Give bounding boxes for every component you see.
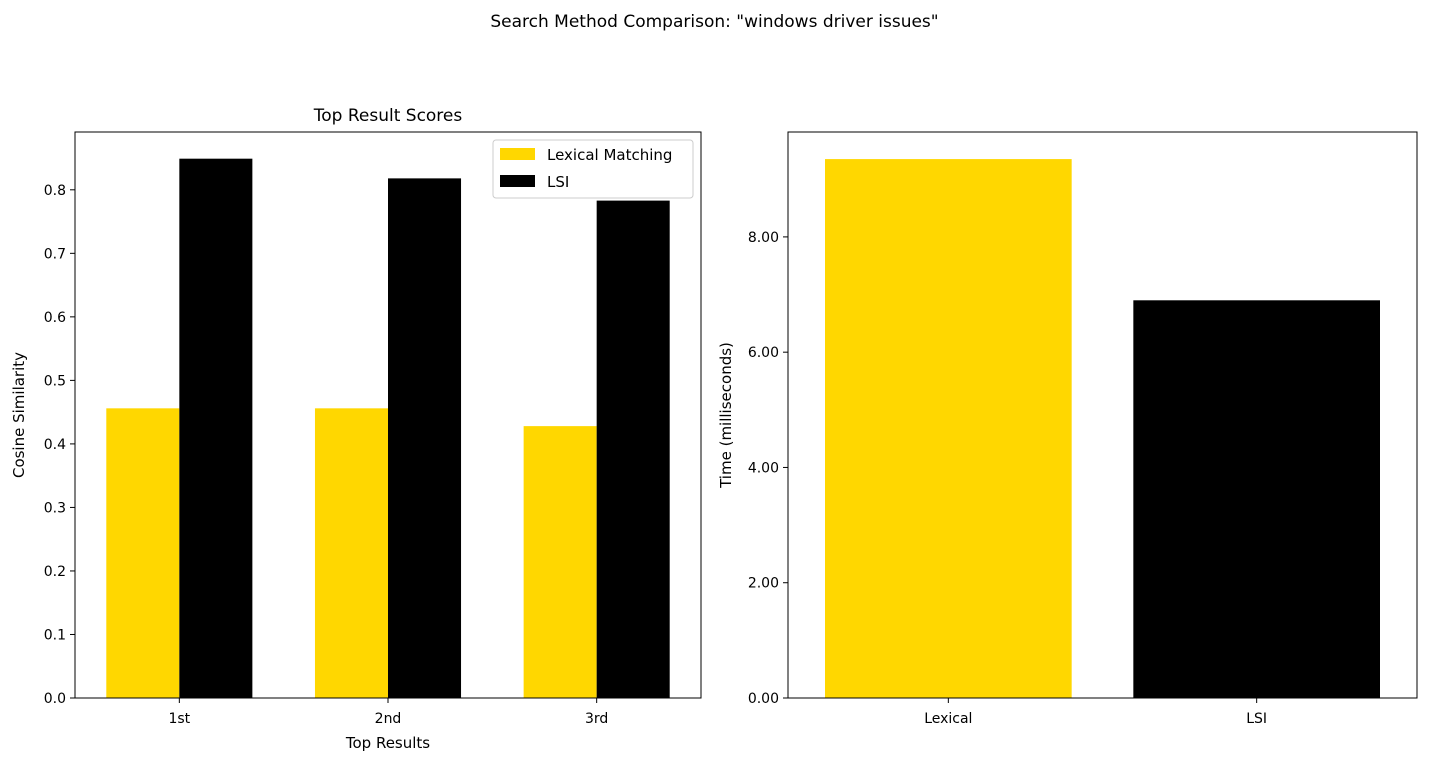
x-tick-label: 3rd xyxy=(585,711,608,727)
figure-suptitle: Search Method Comparison: "windows drive… xyxy=(490,12,938,32)
score-chart-ylabel: Cosine Similarity xyxy=(10,352,28,478)
y-tick-label: 0.0 xyxy=(44,691,66,707)
legend-swatch-lexical xyxy=(500,148,535,160)
time-chart-frame xyxy=(787,131,1418,699)
legend-frame xyxy=(492,139,694,199)
time-chart-y-axis: 0.00 2.00 4.00 6.00 8.00 xyxy=(748,230,788,707)
time-chart-ylabel: Time (milliseconds) xyxy=(717,342,735,489)
score-chart-y-axis: 0.0 0.1 0.2 0.3 0.4 0.5 0.6 0.7 0.8 xyxy=(44,183,75,707)
legend-label-lsi: LSI xyxy=(547,173,569,191)
bar-lexical-1st xyxy=(106,408,180,698)
score-chart-x-axis: 1st 2nd 3rd xyxy=(168,698,608,727)
x-tick-label: 2nd xyxy=(375,711,402,727)
bar-lsi-3rd xyxy=(596,200,670,698)
y-tick-label: 4.00 xyxy=(748,460,779,476)
y-tick-label: 0.7 xyxy=(44,246,66,262)
x-tick-label: LSI xyxy=(1246,711,1267,727)
time-chart-bars xyxy=(825,159,1380,699)
y-tick-label: 6.00 xyxy=(748,345,779,361)
score-chart: Top Result Scores 0.00.10.20.30.40.50.60… xyxy=(10,106,702,752)
bar-time-lexical xyxy=(825,159,1072,699)
y-tick-label: 0.5 xyxy=(44,373,66,389)
y-tick-label: 0.3 xyxy=(44,500,66,516)
legend-swatch-lsi xyxy=(500,175,535,187)
x-tick-label: 1st xyxy=(168,711,190,727)
y-tick-label: 0.1 xyxy=(44,627,66,643)
x-tick-label: Lexical xyxy=(924,711,972,727)
score-chart-legend: Lexical Matching LSI xyxy=(492,139,694,199)
y-tick-label: 0.2 xyxy=(44,564,66,580)
y-tick-label: 0.8 xyxy=(44,183,66,199)
bar-lexical-3rd xyxy=(523,426,597,698)
y-tick-label: 0.4 xyxy=(44,437,66,453)
time-chart-x-axis: Lexical LSI xyxy=(924,698,1267,727)
legend-label-lexical: Lexical Matching xyxy=(547,146,672,164)
y-tick-label: 8.00 xyxy=(748,230,779,246)
bar-lsi-2nd xyxy=(388,178,462,698)
bar-lsi-1st xyxy=(179,158,253,699)
score-chart-xlabel: Top Results xyxy=(345,734,430,752)
bar-time-lsi xyxy=(1133,300,1380,698)
y-tick-label: 2.00 xyxy=(748,576,779,592)
time-chart: 0.00 2.00 4.00 6.00 8.00 Lexical LSI Time (mi… xyxy=(717,131,1418,727)
score-chart-title: Top Result Scores xyxy=(313,106,463,126)
bar-lexical-2nd xyxy=(314,408,388,698)
score-chart-bars xyxy=(106,158,670,699)
y-tick-label: 0.6 xyxy=(44,310,66,326)
y-tick-label: 0.00 xyxy=(748,691,779,707)
